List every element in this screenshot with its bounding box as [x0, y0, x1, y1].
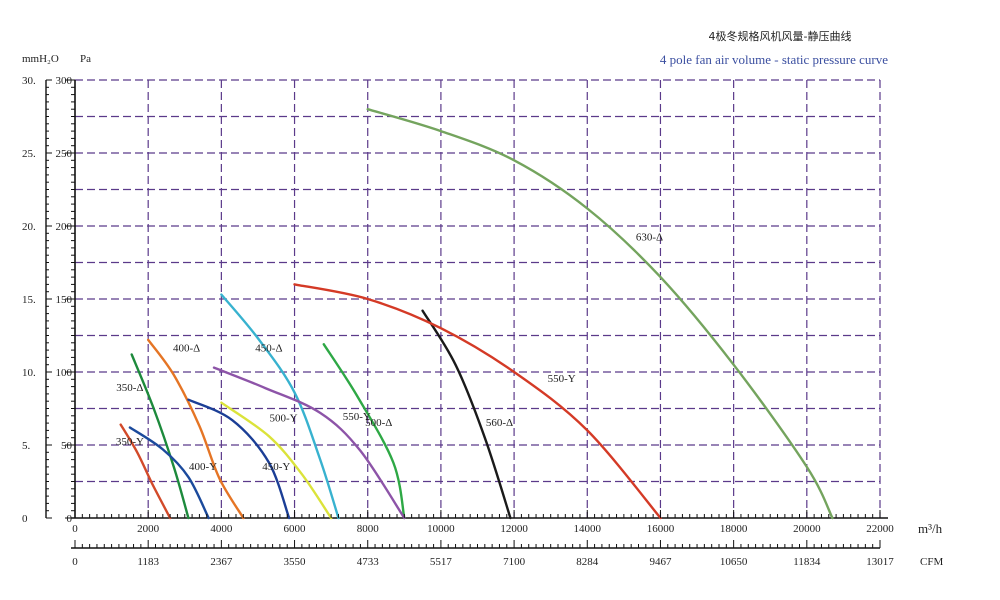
- series-line-350-Δ: [130, 353, 190, 520]
- series-line-550-Y: [212, 366, 406, 520]
- x2-tick-label: 4733: [357, 556, 380, 568]
- x2-tick-label: 5517: [430, 556, 453, 568]
- y-tick-label-pa: 150: [56, 294, 73, 306]
- x-tick-label: 22000: [866, 523, 894, 535]
- x-tick-label: 4000: [210, 523, 233, 535]
- x-tick-label: 20000: [793, 523, 821, 535]
- x-tick-label: 14000: [574, 523, 602, 535]
- y-tick-label-mmh2o: 0: [22, 513, 28, 525]
- x-tick-label: 12000: [500, 523, 528, 535]
- series-label: 500-Δ: [365, 417, 392, 429]
- x-tick-label: 6000: [284, 523, 307, 535]
- x2-tick-label: 7100: [503, 556, 526, 568]
- series-line-560-Δ: [421, 309, 512, 520]
- x-tick-label: 10000: [427, 523, 455, 535]
- y-tick-label-pa: 100: [56, 367, 73, 379]
- y-tick-label-pa: 250: [56, 148, 73, 160]
- y-tick-label-mmh2o: 25.: [22, 148, 36, 160]
- x2-tick-label: 0: [72, 556, 78, 568]
- y-tick-label-mmh2o: 10.: [22, 367, 36, 379]
- series-label: 550-Y: [548, 373, 576, 385]
- series-line-630-Δ: [366, 108, 834, 520]
- x2-tick-label: 1183: [137, 556, 159, 568]
- x-tick-label: 8000: [357, 523, 380, 535]
- y-tick-label-mmh2o: 20.: [22, 221, 36, 233]
- x2-tick-label: 10650: [720, 556, 748, 568]
- series-label: 450-Δ: [255, 343, 282, 355]
- series-line-500-Δ: [322, 343, 406, 520]
- x-tick-label: 16000: [647, 523, 675, 535]
- series-lines: [119, 108, 834, 520]
- y-axis-label-mmh2o: mmH₂O: [22, 53, 59, 65]
- x-axis-label: m³/h: [918, 521, 943, 536]
- series-line-350-Y: [119, 423, 172, 520]
- x2-tick-label: 8284: [576, 556, 599, 568]
- series-label: 350-Y: [116, 436, 144, 448]
- y-tick-label-mmh2o: 15.: [22, 294, 36, 306]
- series-label: 550-Y: [343, 411, 371, 423]
- series-label: 350-Δ: [116, 382, 143, 394]
- series-line-400-Δ: [147, 338, 245, 520]
- series-label: 450-Y: [262, 461, 290, 473]
- y-tick-label-mmh2o: 30.: [22, 75, 36, 87]
- x2-axis-label: CFM: [920, 556, 943, 568]
- y-tick-label-pa: 0: [67, 513, 73, 525]
- series-line-450-Δ: [220, 293, 340, 520]
- series-line-400-Y: [128, 426, 210, 520]
- series-line-500-Y: [220, 401, 333, 520]
- series-line-550-Y: [293, 283, 662, 520]
- x-tick-label: 2000: [137, 523, 160, 535]
- series-label: 400-Δ: [173, 343, 200, 355]
- series-label: 400-Y: [189, 461, 217, 473]
- x2-tick-label: 9467: [649, 556, 672, 568]
- x2-tick-label: 2367: [210, 556, 233, 568]
- grid: [75, 79, 881, 518]
- y-tick-label-pa: 50: [61, 440, 73, 452]
- x2-tick-label: 11834: [793, 556, 821, 568]
- y-tick-label-pa: 200: [56, 221, 73, 233]
- y-tick-label-mmh2o: 5.: [22, 440, 31, 452]
- series-labels: 350-Y 350-Δ 400-Y 400-Δ 450-Y 450-Δ 500-Y 500-Δ…: [116, 232, 663, 473]
- x-tick-label: 18000: [720, 523, 748, 535]
- x2-tick-label: 13017: [866, 556, 894, 568]
- y-axis-label-pa: Pa: [80, 53, 91, 65]
- chart-title: 4极冬规格风机风量-静压曲线: [709, 29, 852, 43]
- series-line-450-Y: [187, 398, 291, 520]
- axes: 0 2000 4000 6000 8000 10000 12000 14000 16000 180…: [22, 75, 894, 568]
- x-tick-label: 0: [72, 523, 78, 535]
- series-label: 500-Y: [270, 413, 298, 425]
- y-tick-label-pa: 300: [56, 75, 73, 87]
- x2-tick-label: 3550: [284, 556, 307, 568]
- series-label: 560-Δ: [486, 417, 513, 429]
- series-label: 630-Δ: [636, 232, 663, 244]
- chart-subtitle: 4 pole fan air volume - static pressure …: [660, 52, 888, 67]
